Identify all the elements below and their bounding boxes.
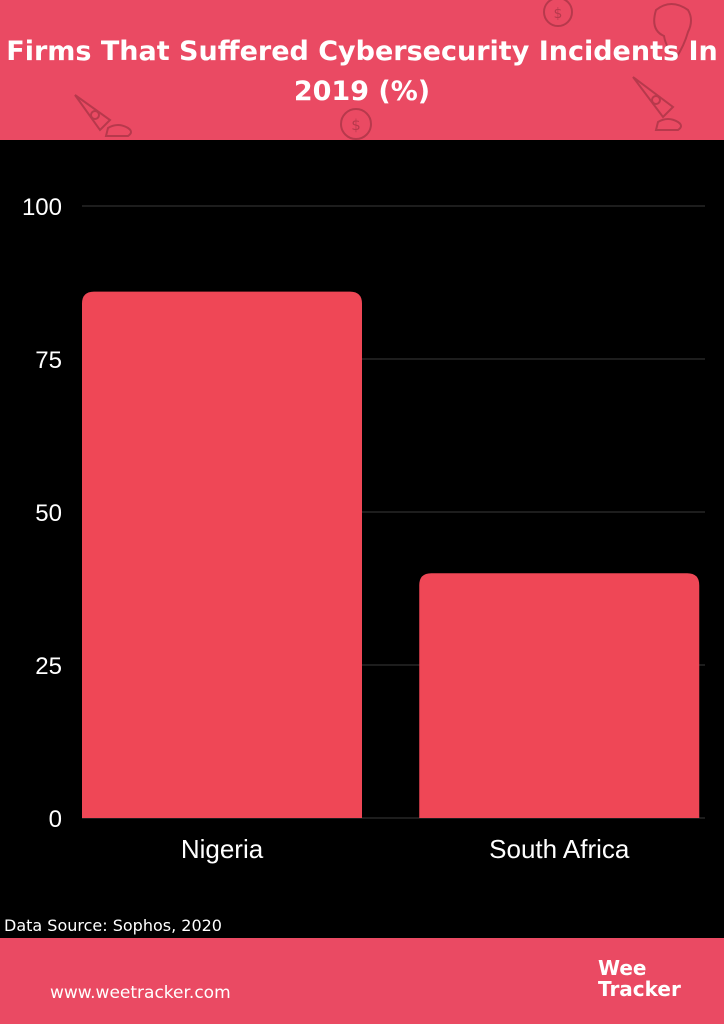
x-tick-label: Nigeria (181, 834, 264, 864)
logo-line-2: Tracker (598, 977, 681, 1001)
brand-logo: Wee Tracker (598, 958, 681, 1000)
x-tick-label: South Africa (489, 834, 630, 864)
chart-title-line-2: 2019 (%) (293, 76, 431, 107)
y-tick-label: 0 (49, 806, 62, 833)
svg-text:$: $ (351, 116, 361, 134)
y-tick-label: 75 (35, 347, 62, 374)
footer-banner: www.weetracker.com Wee Tracker (0, 938, 724, 1024)
rocket-icon (632, 76, 682, 131)
chart-title-line-1: Firms That Suffered Cybersecurity Incide… (6, 36, 718, 67)
svg-text:$: $ (554, 6, 563, 22)
data-source: Data Source: Sophos, 2020 (4, 916, 222, 935)
coin-icon: $ (340, 108, 372, 140)
rocket-icon (74, 94, 132, 137)
bar-chart: 0 25 50 75 100 Nigeria South Africa (22, 194, 705, 864)
bar-south-africa (419, 573, 700, 818)
y-tick-label: 100 (22, 194, 62, 221)
y-tick-label: 25 (35, 653, 62, 680)
bar-nigeria (82, 291, 362, 818)
coin-icon: $ (543, 0, 573, 27)
header-banner: $ $ Firms That Suffered Cybersecurity In… (0, 0, 724, 140)
website-link[interactable]: www.weetracker.com (50, 983, 231, 1003)
y-tick-label: 50 (35, 500, 62, 527)
chart-title: Firms That Suffered Cybersecurity Incide… (0, 32, 724, 112)
logo-line-1: Wee (598, 956, 647, 980)
africa-map-icon (653, 3, 692, 60)
chart-area: 0 25 50 75 100 Nigeria South Africa (0, 140, 724, 938)
